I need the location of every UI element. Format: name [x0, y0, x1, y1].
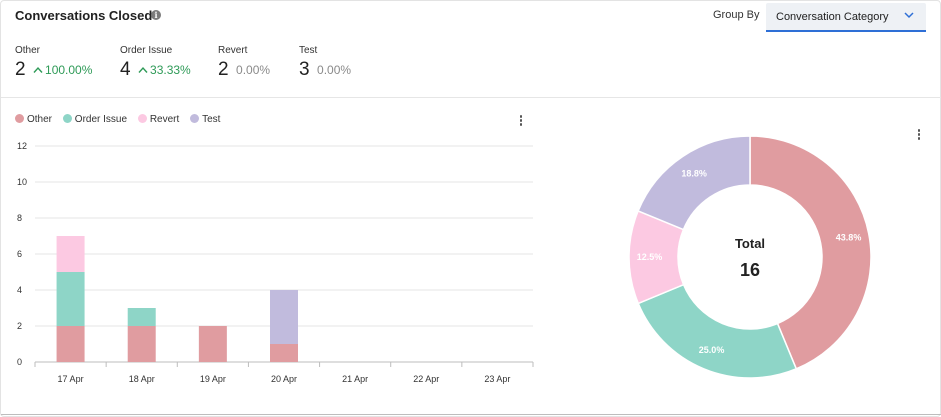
stat-change: 100.00%: [45, 63, 93, 77]
y-tick-label: 8: [17, 213, 22, 223]
bar-chart-menu-icon[interactable]: [519, 115, 523, 129]
x-tick-label: 21 Apr: [342, 374, 368, 384]
legend-item-revert[interactable]: Revert: [137, 114, 180, 125]
slice-percent-label: 18.8%: [681, 168, 707, 178]
stat-count: 4: [120, 59, 131, 80]
bar-segment-other: [127, 326, 156, 362]
legend-swatch: [137, 114, 147, 123]
bar-segment-order-issue: [56, 272, 85, 326]
stat-count: 2: [218, 59, 229, 80]
y-tick-label: 12: [17, 141, 27, 151]
donut-slice-order-issue: [637, 283, 798, 379]
bar-chart: 0 2 4 6 8 10 12 17 Apr 18 Apr 19 Apr 20 Apr 21 Apr 2…: [17, 141, 534, 384]
stat-change: 33.33%: [150, 63, 191, 77]
bottom-border: [1, 414, 941, 415]
donut-chart-menu-icon[interactable]: [917, 129, 921, 143]
legend-swatch: [15, 114, 24, 123]
group-by-value: Conversation Category: [776, 11, 889, 23]
donut-slice-other: [749, 135, 872, 370]
legend-item-test[interactable]: Test: [190, 114, 220, 125]
chart-legend: Other Order Issue Revert Test: [15, 114, 228, 125]
x-tick-label: 19 Apr: [200, 374, 226, 384]
stat-label: Test: [299, 45, 318, 56]
y-tick-label: 10: [17, 177, 27, 187]
donut-chart: 43.8% 25.0% 12.5% 18.8% Total 16: [628, 135, 872, 379]
legend-label: Order Issue: [74, 114, 128, 125]
donut-slice-test: [637, 135, 751, 231]
arrow-up-icon: [33, 66, 43, 73]
y-tick-label: 4: [17, 285, 22, 295]
x-tick-label: 22 Apr: [413, 374, 439, 384]
bar-segment-test: [270, 290, 298, 344]
bar-segment-other: [270, 344, 298, 362]
stat-label: Other: [15, 45, 41, 56]
x-tick-label: 18 Apr: [129, 374, 155, 384]
legend-item-order-issue[interactable]: Order Issue: [62, 114, 128, 125]
section-divider: [1, 97, 941, 98]
legend-label: Test: [202, 114, 221, 125]
legend-swatch: [62, 114, 72, 123]
x-tick-label: 23 Apr: [484, 374, 510, 384]
stat-order-issue: Order Issue 4 33.33%: [120, 45, 191, 81]
info-icon[interactable]: i: [151, 10, 161, 20]
stat-revert: Revert 2 0.00%: [218, 45, 270, 81]
slice-percent-label: 12.5%: [637, 252, 663, 262]
y-tick-label: 0: [17, 357, 22, 367]
group-by-select[interactable]: Conversation Category: [766, 3, 926, 32]
stat-test: Test 3 0.00%: [299, 45, 351, 81]
stat-label: Revert: [218, 45, 248, 56]
x-tick-label: 20 Apr: [271, 374, 297, 384]
stat-count: 2: [15, 59, 26, 80]
page-title: Conversations Closed: [15, 8, 153, 23]
bar-segment-order-issue: [127, 308, 156, 326]
y-tick-label: 2: [17, 321, 22, 331]
chevron-down-icon: [904, 12, 914, 19]
legend-label: Other: [27, 114, 53, 125]
slice-percent-label: 25.0%: [699, 345, 725, 355]
arrow-up-icon: [138, 66, 148, 73]
donut-total-label: Total: [735, 236, 765, 251]
stat-change: 0.00%: [236, 63, 271, 77]
bar-segment-revert: [56, 236, 85, 272]
bar-segment-other: [198, 326, 227, 362]
slice-percent-label: 43.8%: [836, 232, 862, 242]
donut-total-value: 16: [740, 260, 760, 280]
bar-segment-other: [56, 326, 85, 362]
x-tick-label: 17 Apr: [58, 374, 84, 384]
legend-item-other[interactable]: Other: [15, 114, 52, 125]
y-tick-label: 6: [17, 249, 22, 259]
legend-label: Revert: [149, 114, 180, 125]
stat-count: 3: [299, 59, 310, 80]
stat-change: 0.00%: [317, 63, 352, 77]
group-by-label: Group By: [713, 9, 760, 21]
legend-swatch: [190, 114, 200, 123]
stat-label: Order Issue: [120, 45, 173, 56]
stat-other: Other 2 100.00%: [15, 45, 92, 81]
